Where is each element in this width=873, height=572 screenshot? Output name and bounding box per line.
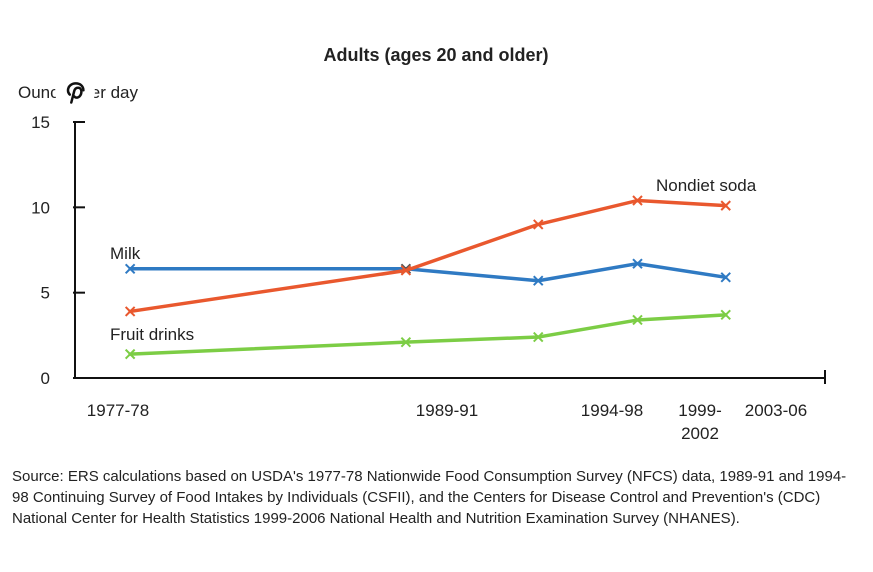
x-tick-label-line: 1999- bbox=[678, 401, 721, 420]
series-line-milk bbox=[128, 261, 728, 283]
x-tick-label-0: 1977-78 bbox=[87, 401, 149, 420]
y-tick-label-15: 15 bbox=[31, 113, 50, 132]
point-marker-stroke bbox=[400, 265, 412, 276]
x-tick-label-line: 2003-06 bbox=[745, 401, 807, 420]
y-tick-label-5: 5 bbox=[41, 284, 50, 303]
line-chart: Adults (ages 20 and older)Ounces per day… bbox=[18, 45, 826, 443]
point-marker-stroke bbox=[124, 348, 136, 360]
point-marker-stroke bbox=[720, 272, 731, 283]
point-fruit-drinks-3 bbox=[632, 314, 643, 326]
point-nondiet-soda-0 bbox=[124, 306, 136, 317]
y-tick-label-10: 10 bbox=[31, 198, 50, 217]
point-marker-stroke bbox=[400, 336, 412, 348]
x-tick-label-line: 1977-78 bbox=[87, 401, 149, 420]
point-milk-0 bbox=[124, 263, 136, 274]
point-marker-stroke bbox=[632, 258, 643, 269]
point-marker-stroke bbox=[533, 331, 544, 343]
point-nondiet-soda-1 bbox=[400, 265, 412, 276]
point-marker-stroke bbox=[632, 195, 643, 206]
x-tick-label-1: 1989-91 bbox=[416, 401, 478, 420]
source-note: Source: ERS calculations based on USDA's… bbox=[12, 468, 847, 527]
point-fruit-drinks-2 bbox=[533, 331, 544, 343]
series-label-fruit-drinks: Fruit drinks bbox=[110, 325, 194, 344]
series-label-nondiet-soda: Nondiet soda bbox=[656, 176, 757, 195]
point-milk-3 bbox=[632, 258, 643, 269]
point-marker-stroke bbox=[720, 200, 731, 211]
point-nondiet-soda-4 bbox=[720, 200, 731, 211]
point-nondiet-soda-2 bbox=[533, 219, 544, 230]
pinterest-icon[interactable] bbox=[58, 75, 92, 109]
y-tick-label-0: 0 bbox=[41, 369, 50, 388]
chart-area: Adults (ages 20 and older) Ounces per day… bbox=[18, 45, 826, 443]
point-marker-stroke bbox=[533, 219, 544, 230]
series-label-milk: Milk bbox=[110, 244, 141, 263]
x-tick-label-2: 1994-98 bbox=[581, 401, 643, 420]
point-marker-stroke bbox=[533, 275, 544, 286]
point-fruit-drinks-0 bbox=[124, 348, 136, 360]
x-tick-label-line: 1989-91 bbox=[416, 401, 478, 420]
x-tick-label-3: 1999- 2002 bbox=[678, 401, 721, 443]
point-milk-2 bbox=[533, 275, 544, 286]
point-marker-stroke bbox=[632, 314, 643, 326]
point-fruit-drinks-4 bbox=[720, 309, 731, 321]
x-tick-label-4: 2003-06 bbox=[745, 401, 807, 420]
point-fruit-drinks-1 bbox=[400, 336, 412, 348]
point-nondiet-soda-3 bbox=[632, 195, 643, 206]
x-tick-label-line: 2002 bbox=[681, 424, 719, 443]
chart-title: Adults (ages 20 and older) bbox=[323, 45, 548, 65]
point-marker-stroke bbox=[124, 263, 136, 274]
x-tick-label-line: 1994-98 bbox=[581, 401, 643, 420]
point-marker-stroke bbox=[124, 306, 136, 317]
series-line-nondiet-soda bbox=[128, 198, 728, 314]
point-marker-stroke bbox=[720, 309, 731, 321]
point-milk-4 bbox=[720, 272, 731, 283]
